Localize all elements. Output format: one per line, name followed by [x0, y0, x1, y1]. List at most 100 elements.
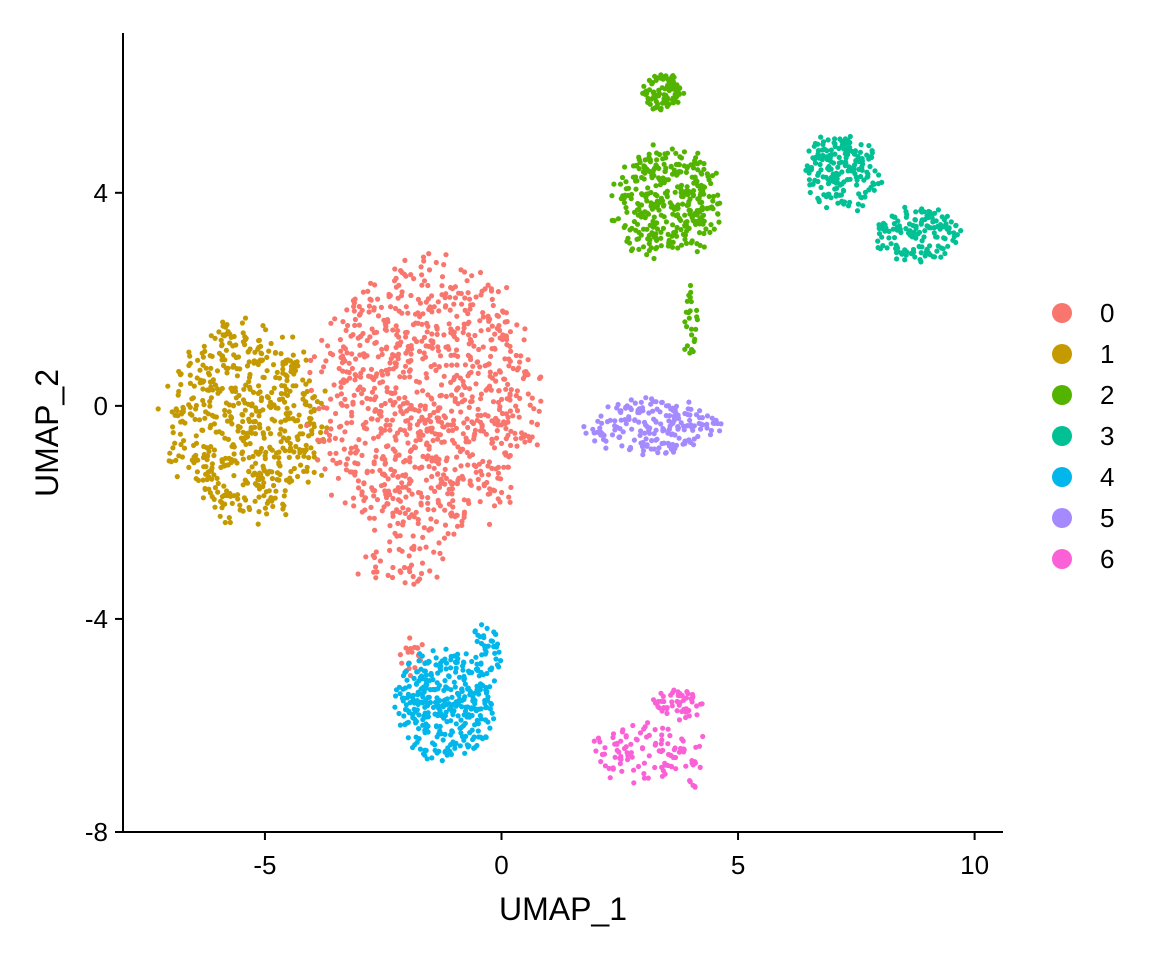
point-cluster-0	[442, 304, 448, 310]
point-cluster-0	[350, 495, 357, 501]
point-cluster-5	[653, 419, 659, 425]
point-cluster-1	[201, 343, 207, 349]
point-cluster-0	[420, 534, 426, 541]
point-cluster-0	[431, 401, 437, 407]
point-cluster-4	[459, 688, 465, 695]
point-cluster-3	[911, 229, 917, 235]
point-cluster-0	[411, 581, 417, 587]
point-cluster-0	[505, 414, 511, 420]
point-cluster-2	[636, 206, 642, 212]
point-cluster-0	[475, 476, 481, 482]
point-cluster-1	[274, 450, 280, 456]
point-cluster-0	[371, 385, 378, 391]
point-cluster-0	[406, 514, 412, 521]
y-tick-label: 4	[94, 178, 108, 208]
point-cluster-1	[252, 470, 258, 476]
point-cluster-1	[202, 486, 208, 492]
point-cluster-1	[222, 412, 228, 418]
point-cluster-0	[417, 300, 423, 306]
point-cluster-3	[938, 254, 944, 260]
point-cluster-3	[835, 200, 841, 206]
point-cluster-0	[484, 362, 490, 368]
point-cluster-0	[369, 326, 375, 332]
point-cluster-0	[410, 573, 416, 580]
point-cluster-1	[248, 425, 254, 431]
point-cluster-0	[387, 427, 393, 433]
point-cluster-1	[200, 362, 206, 368]
point-cluster-0	[379, 346, 385, 352]
point-cluster-0	[490, 399, 497, 405]
point-cluster-5	[637, 432, 643, 438]
point-cluster-2	[687, 211, 693, 217]
point-cluster-5	[581, 424, 587, 430]
point-cluster-2	[664, 95, 670, 101]
point-cluster-0	[417, 437, 423, 443]
point-cluster-1	[311, 406, 317, 412]
point-cluster-1	[287, 441, 293, 447]
point-cluster-0	[488, 337, 494, 343]
point-cluster-3	[895, 248, 901, 254]
point-cluster-1	[175, 413, 181, 419]
point-cluster-0	[377, 467, 383, 473]
point-cluster-0	[395, 295, 401, 301]
point-cluster-2	[696, 195, 702, 201]
point-cluster-1	[240, 330, 246, 336]
point-cluster-0	[327, 418, 334, 424]
point-cluster-0	[402, 473, 408, 479]
point-cluster-0	[489, 465, 495, 471]
point-cluster-3	[935, 207, 942, 213]
point-cluster-4	[461, 737, 467, 743]
point-cluster-2	[623, 186, 629, 192]
point-cluster-1	[246, 379, 252, 385]
point-cluster-0	[459, 446, 465, 452]
point-cluster-0	[441, 535, 448, 541]
point-cluster-2	[611, 218, 617, 224]
point-cluster-0	[402, 457, 409, 464]
point-cluster-1	[278, 419, 284, 425]
point-cluster-5	[697, 408, 703, 414]
point-cluster-5	[603, 445, 609, 451]
point-cluster-0	[470, 363, 476, 369]
point-cluster-1	[207, 490, 213, 496]
point-cluster-0	[437, 353, 444, 359]
point-cluster-0	[452, 284, 458, 290]
point-cluster-0	[401, 428, 408, 434]
point-cluster-0	[492, 371, 499, 377]
point-cluster-2	[703, 226, 709, 232]
point-cluster-3	[815, 195, 821, 201]
point-cluster-1	[278, 391, 284, 397]
point-cluster-0	[411, 444, 417, 450]
point-cluster-6	[669, 764, 675, 770]
point-cluster-2	[700, 212, 707, 218]
point-cluster-2	[658, 229, 664, 235]
point-cluster-3	[820, 174, 826, 180]
point-cluster-3	[908, 250, 914, 256]
point-cluster-5	[672, 408, 678, 414]
point-cluster-1	[214, 475, 220, 481]
point-cluster-1	[293, 443, 299, 450]
point-cluster-0	[403, 494, 409, 500]
point-cluster-0	[397, 489, 403, 495]
point-cluster-0	[403, 334, 409, 340]
point-cluster-4	[423, 697, 429, 703]
point-cluster-0	[399, 289, 405, 295]
point-cluster-4	[449, 694, 455, 700]
point-cluster-0	[416, 348, 423, 354]
point-cluster-2	[651, 95, 657, 101]
point-cluster-4	[444, 752, 450, 758]
point-cluster-0	[373, 447, 379, 454]
point-cluster-3	[934, 223, 941, 230]
point-cluster-0	[506, 454, 512, 460]
point-cluster-0	[470, 302, 476, 308]
point-cluster-0	[408, 351, 414, 357]
point-cluster-3	[946, 229, 952, 235]
point-cluster-2	[686, 315, 692, 321]
point-cluster-0	[469, 398, 475, 404]
point-cluster-4	[460, 667, 466, 673]
point-cluster-1	[284, 392, 291, 398]
point-cluster-0	[468, 482, 474, 488]
point-cluster-2	[664, 194, 670, 200]
point-cluster-6	[633, 736, 639, 742]
point-cluster-1	[295, 363, 301, 369]
point-cluster-4	[471, 734, 477, 740]
